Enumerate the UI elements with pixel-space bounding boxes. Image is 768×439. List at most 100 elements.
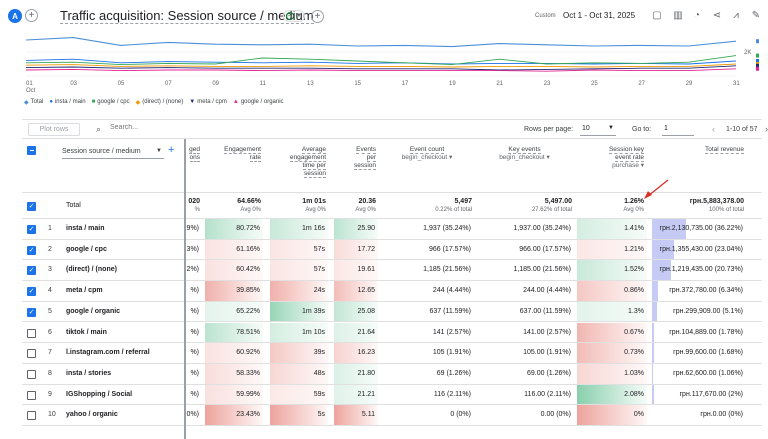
- session-key-event-rate-header[interactable]: Session key event rate purchase ▾: [582, 146, 644, 170]
- legend-marker-icon: ▲: [232, 99, 239, 105]
- row-checkbox[interactable]: ✓: [27, 287, 36, 297]
- legend-item[interactable]: ▼ meta / cpm: [189, 99, 227, 105]
- x-tick-label: 31: [733, 81, 740, 87]
- legend-label: meta / cpm: [197, 99, 227, 105]
- event-count-header-label: Event count: [409, 146, 445, 154]
- cell-key-events: 244.00 (4.44%): [523, 287, 571, 295]
- account-avatar[interactable]: A: [8, 9, 22, 23]
- totals-rev-value: грн.5,883,378.00: [689, 198, 744, 205]
- revenue-text: грн.372,780.00 (6.34%): [669, 287, 743, 295]
- add-dimension-button[interactable]: +: [168, 144, 175, 156]
- table-row[interactable]: 9 IGShopping / Social%) 59.99% 59s 21.21 116 …: [22, 384, 762, 406]
- legend-item[interactable]: ■ google / cpc: [92, 99, 130, 105]
- next-page-icon[interactable]: ›: [765, 124, 768, 134]
- table-row[interactable]: 10 yahoo / organic 0%) 23.43% 5s 5.11 0 (0%) 0.…: [22, 405, 762, 426]
- cell-total-revenue: грн.99,600.00 (1.68%): [652, 343, 746, 363]
- cell-total-revenue: грн.104,889.00 (1.78%): [652, 322, 746, 343]
- dimension-select[interactable]: Session source / medium ▼: [62, 146, 164, 159]
- cell-engaged-sessions: %): [190, 328, 199, 336]
- rows-per-page-label: Rows per page:: [524, 126, 574, 133]
- row-index: 4: [48, 287, 52, 295]
- row-checkbox[interactable]: ✓: [27, 307, 36, 317]
- row-checkbox[interactable]: ✓: [27, 245, 36, 255]
- insights-icon[interactable]: ◔: [693, 10, 701, 21]
- cell-key-events: 0.00 (0%): [540, 411, 571, 419]
- legend-item[interactable]: ● insta / main: [49, 99, 85, 105]
- x-tick-label: 09: [212, 81, 219, 87]
- legend-label: google / organic: [240, 99, 284, 105]
- table-row[interactable]: 8 insta / stories%) 58.33% 48s 21.80 69 (1.26…: [22, 363, 762, 385]
- table-row[interactable]: 7 l.instagram.com / referral%) 60.92% 39s 16…: [22, 343, 762, 364]
- search-input[interactable]: [110, 124, 230, 131]
- engaged-sessions-header[interactable]: ged ons: [189, 146, 200, 162]
- cell-total-revenue: грн.62,600.00 (1.06%): [652, 363, 746, 384]
- row-checkbox[interactable]: [27, 390, 36, 400]
- x-tick-label: 27: [638, 81, 645, 87]
- legend-label: insta / main: [54, 99, 86, 105]
- cell-events-per-session: 21.64: [334, 322, 378, 343]
- event-count-filter[interactable]: begin_checkout ▾: [401, 154, 453, 161]
- total-revenue-header[interactable]: Total revenue: [662, 146, 744, 154]
- comment-icon[interactable]: ▢: [652, 10, 662, 21]
- series-line-google-cpc: [25, 55, 737, 66]
- row-dimension-value: l.instagram.com / referral: [66, 349, 150, 357]
- totals-engaged: 020%: [186, 197, 200, 215]
- row-checkbox[interactable]: [27, 328, 36, 338]
- revenue-share-bar: [652, 301, 657, 322]
- cell-engaged-sessions: 2%): [186, 266, 199, 274]
- totals-row: ✓ Total 020% 64.66% Avg 0% 1m 01s Avg 0% 2…: [22, 193, 762, 219]
- key-events-header[interactable]: Key events begin_checkout ▾: [477, 146, 572, 162]
- report-status-dropdown[interactable]: ✓ ▼: [283, 10, 305, 22]
- cell-avg-time: 1m 10s: [270, 322, 328, 343]
- row-checkbox[interactable]: [27, 349, 36, 359]
- legend-item[interactable]: ▲ google / organic: [233, 99, 284, 105]
- date-range-picker[interactable]: Oct 1 - Oct 31, 2025: [563, 11, 636, 20]
- legend-item[interactable]: ◆ (direct) / (none): [136, 99, 184, 106]
- rows-per-page-select[interactable]: 10 ▼: [580, 123, 616, 136]
- row-checkbox[interactable]: [27, 369, 36, 379]
- key-rate-filter[interactable]: purchase ▾: [612, 162, 644, 169]
- table-row[interactable]: ✓ 3 (direct) / (none) 2%) 60.42% 57s 19.61 1,18…: [22, 260, 762, 282]
- table-row[interactable]: 6 tiktok / main%) 78.51% 1m 10s 21.64 141 (2.…: [22, 322, 762, 344]
- cell-event-count: 244 (4.44%): [432, 287, 471, 295]
- plot-rows-button[interactable]: Plot rows: [28, 123, 80, 136]
- cell-total-revenue: грн.117,670.00 (2%): [652, 384, 746, 405]
- cell-key-event-rate: 0%: [577, 405, 647, 425]
- events-per-session-header[interactable]: Events per session: [336, 146, 376, 170]
- cell-avg-time: 57s: [270, 260, 328, 281]
- cell-key-event-rate: 2.08%: [577, 384, 647, 405]
- engagement-rate-header[interactable]: Engagement rate: [207, 146, 261, 162]
- event-count-header[interactable]: Event count begin_checkout ▾: [382, 146, 472, 162]
- row-checkbox[interactable]: ✓: [27, 225, 36, 234]
- series-end-marker: [756, 59, 759, 63]
- revenue-share-bar: [652, 343, 654, 363]
- share-icon[interactable]: ⋖: [712, 10, 722, 21]
- cell-key-events: 637.00 (11.59%): [519, 307, 571, 315]
- add-comparison-circle-button[interactable]: +: [311, 10, 324, 23]
- row-checkbox[interactable]: [27, 411, 36, 421]
- key-events-filter[interactable]: begin_checkout ▾: [499, 154, 550, 161]
- table-row[interactable]: ✓ 1 insta / main 9%) 80.72% 1m 16s 25.90 1,937 …: [22, 219, 762, 240]
- trend-icon[interactable]: ⩘: [733, 10, 739, 21]
- compare-columns-icon[interactable]: ▥: [673, 10, 683, 21]
- x-tick-label: 11: [260, 81, 267, 87]
- edit-pencil-icon[interactable]: ✎: [751, 10, 761, 21]
- goto-page-input[interactable]: 1: [662, 123, 694, 136]
- avg-time-header[interactable]: Average engagement time per session: [272, 146, 326, 178]
- previous-page-icon[interactable]: ‹: [712, 124, 715, 134]
- table-row[interactable]: ✓ 2 google / cpc 3%) 61.16% 57s 17.72 966 (17.5…: [22, 239, 762, 261]
- x-tick-label: 01: [26, 81, 33, 87]
- report-title[interactable]: Traffic acquisition: Session source / me…: [60, 8, 314, 24]
- totals-time-sub: Avg 0%: [305, 207, 326, 213]
- table-row[interactable]: ✓ 4 meta / cpm%) 39.85% 24s 12.65 244 (4.44%) 2…: [22, 281, 762, 302]
- x-tick-label: 25: [591, 81, 598, 87]
- add-comparison-button[interactable]: +: [25, 9, 38, 22]
- select-all-checkbox[interactable]: [27, 146, 36, 155]
- x-tick-label: 03: [70, 81, 77, 87]
- totals-checkbox[interactable]: ✓: [27, 202, 36, 211]
- row-checkbox[interactable]: ✓: [27, 266, 36, 276]
- legend-item[interactable]: ◆ Total: [24, 99, 43, 106]
- table-row[interactable]: ✓ 5 google / organic%) 65.22% 1m 39s 25.08 637…: [22, 301, 762, 323]
- check-circle-icon: ✓: [286, 12, 294, 20]
- totals-key-rate: 1.26% Avg 0%: [582, 197, 644, 215]
